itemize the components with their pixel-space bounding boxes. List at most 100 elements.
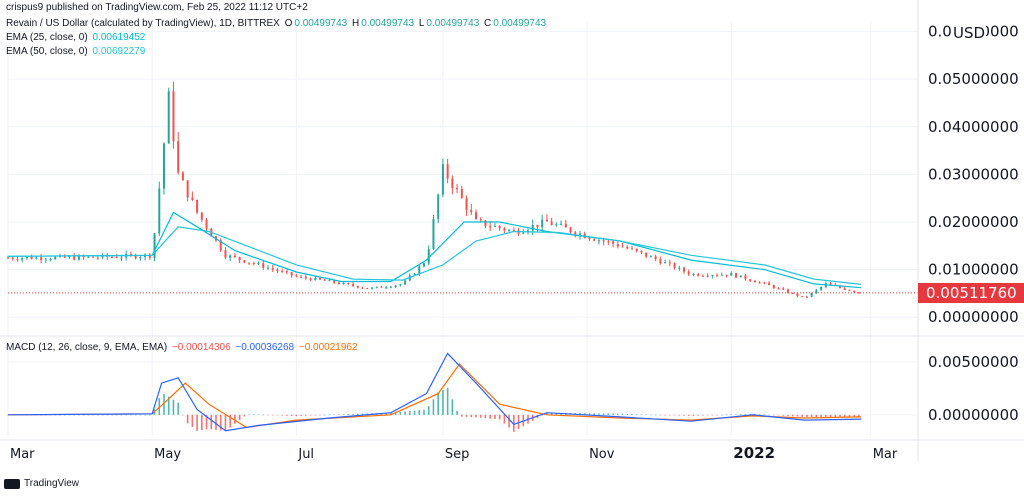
macd-hist-bar <box>413 410 416 415</box>
candle-body <box>92 256 95 258</box>
candle-body <box>238 257 241 261</box>
macd-hist-bar <box>664 414 666 416</box>
grid <box>7 22 918 436</box>
price-tick-label: 0.05000000 <box>928 70 1019 88</box>
candle-body <box>361 287 364 289</box>
candle-body <box>427 249 430 264</box>
macd-hist-bar <box>418 410 421 415</box>
ema50-legend[interactable]: EMA (50, close, 0) 0.00692279 <box>6 46 147 57</box>
candle-body <box>115 256 118 258</box>
candle-body <box>574 232 577 236</box>
candle-body <box>687 271 690 275</box>
candle-body <box>531 224 534 231</box>
macd-hist-bar <box>238 414 241 421</box>
candle-body <box>725 274 728 276</box>
macd-hist-bar <box>385 412 387 415</box>
ema25-line <box>7 211 862 289</box>
macd-hist-bar <box>191 414 194 427</box>
candle-body <box>711 275 714 277</box>
chart-area[interactable]: 0.060000000.050000000.040000000.03000000… <box>0 0 1024 476</box>
macd-hist-bar <box>224 414 227 432</box>
macd-hist-bar <box>177 402 179 415</box>
candle-body <box>186 180 189 198</box>
macd-hist-bar <box>758 414 761 415</box>
macd-hist-bar <box>404 411 406 415</box>
ohlc-low-value: 0.00499743 <box>426 18 480 29</box>
macd-hist-bar <box>673 414 676 416</box>
macd-hist-bar <box>437 392 439 415</box>
macd-hist-bar <box>352 413 354 415</box>
macd-hist-bar <box>782 414 785 416</box>
candle-body <box>356 285 359 288</box>
ema25-legend[interactable]: EMA (25, close, 0) 0.00619452 <box>6 32 147 43</box>
candle-body <box>323 279 326 281</box>
macd-hist-bar <box>687 414 690 416</box>
macd-hist-bar <box>229 414 231 428</box>
macd-signal-line <box>7 363 862 429</box>
candle-body <box>309 278 312 281</box>
candle-body <box>564 223 567 228</box>
macd-hist-bar <box>484 414 487 419</box>
ohlc-high-value: 0.00499743 <box>361 18 415 29</box>
candle-body <box>342 282 345 284</box>
candle-body <box>77 255 80 260</box>
macd-hist-bar <box>59 414 61 416</box>
candle-body <box>815 289 818 293</box>
macd-hist-bar <box>711 414 714 416</box>
ema50-value: 0.00692279 <box>92 46 146 57</box>
macd-hist-bar <box>186 414 189 424</box>
candle-body <box>616 243 619 247</box>
candle-body <box>281 271 284 273</box>
candle-body <box>621 246 624 248</box>
candle-body <box>701 275 704 277</box>
candle-body <box>475 212 477 220</box>
series-lines <box>7 211 862 432</box>
macd-hist-bar <box>801 414 803 417</box>
last-price-tag: 0.00511760 <box>918 282 1024 303</box>
candle-body <box>739 275 742 278</box>
macd-hist-bar <box>744 414 747 415</box>
macd-hist-bar <box>267 414 269 416</box>
candle-body <box>829 283 832 285</box>
time-tick-label: Jul <box>297 447 314 462</box>
candle-body <box>172 91 175 142</box>
candle-body <box>853 290 856 293</box>
candle-body <box>635 248 638 251</box>
candle-body <box>545 219 548 222</box>
candle-body <box>167 91 170 144</box>
candle-body <box>451 178 454 188</box>
price-tick-label: 0.03000000 <box>928 165 1019 183</box>
macd-hist-bar <box>394 412 397 415</box>
macd-hist-bar <box>721 414 723 416</box>
macd-hist-bar <box>461 414 463 417</box>
macd-hist-bar <box>456 410 458 415</box>
candle-body <box>664 262 667 264</box>
candles <box>7 81 860 299</box>
symbol-title: Revain / US Dollar (calculated by Tradin… <box>6 18 280 29</box>
macd-hist-bar <box>498 414 501 420</box>
candle-body <box>758 282 761 284</box>
macd-hist-bar <box>149 414 151 416</box>
macd-hist-bar <box>290 414 293 416</box>
candle-body <box>68 256 71 258</box>
currency-label[interactable]: USD <box>952 24 987 42</box>
macd-hist-bar <box>409 411 411 415</box>
candle-body <box>489 226 492 228</box>
macd-legend[interactable]: MACD (12, 26, close, 9, EMA, EMA) −0.000… <box>6 342 360 353</box>
macd-hist-bar <box>541 414 543 416</box>
candle-body <box>158 188 161 234</box>
candle-body <box>579 233 581 236</box>
candle-body <box>233 255 236 258</box>
candle-body <box>498 225 501 229</box>
macd-hist-bar <box>167 396 170 415</box>
candle-body <box>394 285 397 287</box>
macd-hist-bar <box>172 399 175 415</box>
candle-body <box>744 275 747 280</box>
macd-hist-bar <box>130 414 132 416</box>
macd-hist-bar <box>768 414 770 416</box>
macd-hist-bar <box>489 414 491 419</box>
price-legend[interactable]: Revain / US Dollar (calculated by Tradin… <box>6 18 548 29</box>
macd-hist-bar <box>612 413 614 415</box>
candle-body <box>366 288 369 290</box>
tradingview-logo-icon <box>4 478 20 489</box>
